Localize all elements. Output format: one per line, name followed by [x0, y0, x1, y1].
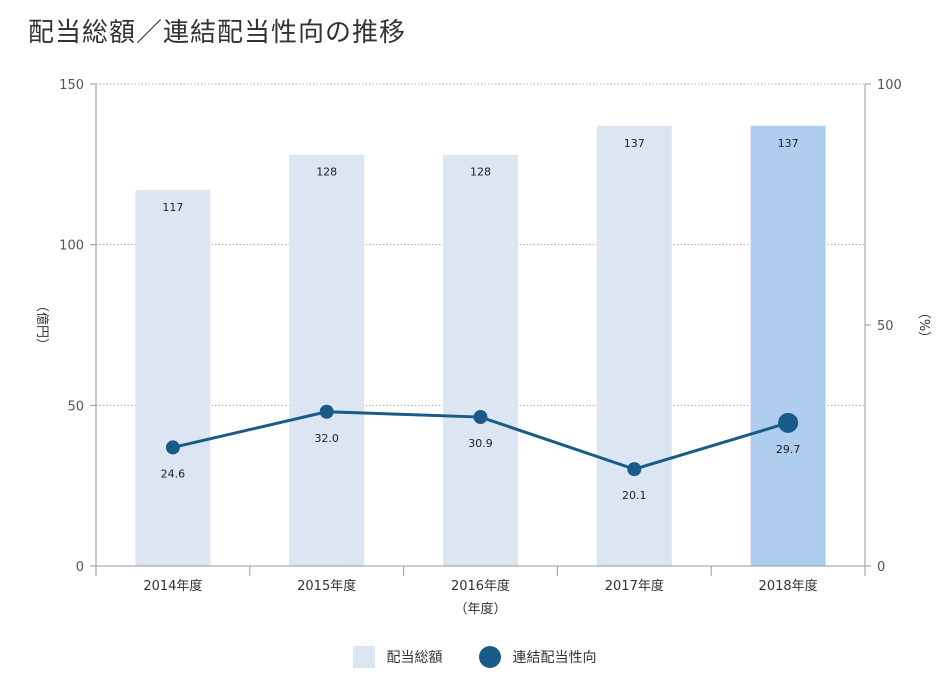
payout-value-label: 30.9: [468, 437, 493, 450]
bar-value-label: 128: [316, 166, 337, 179]
bar: [289, 154, 365, 566]
bar-series: [135, 125, 826, 567]
y-tick-label-right: 100: [877, 78, 902, 93]
legend-item-dividends: 配当総額: [352, 646, 443, 668]
y-tick-label-left: 100: [59, 239, 84, 254]
bar-value-label: 128: [470, 166, 491, 179]
payout-value-label: 32.0: [314, 432, 339, 445]
axes: [90, 83, 871, 576]
bar: [443, 154, 518, 566]
payout-value-label: 29.7: [776, 443, 801, 456]
bar: [596, 125, 672, 567]
x-tick-label: 2018年度: [759, 578, 818, 594]
payout-point: [778, 412, 799, 433]
line-series: [165, 404, 799, 477]
x-tick-label: 2016年度: [451, 578, 510, 594]
bar: [135, 190, 211, 567]
payout-point: [319, 404, 334, 419]
bar: [750, 125, 826, 567]
gridlines: [96, 83, 865, 406]
legend-dot-swatch: [478, 646, 501, 668]
y-axis-label-left: （億円）: [34, 299, 50, 351]
payout-point: [165, 440, 180, 455]
y-axis-label-right: （%）: [916, 306, 931, 344]
bar-value-label: 137: [778, 137, 799, 150]
payout-point: [627, 462, 642, 477]
legend-bar-swatch: [352, 646, 375, 668]
x-tick-label: 2015年度: [297, 578, 356, 594]
y-tick-label-left: 50: [67, 399, 84, 414]
y-tick-label-left: 150: [59, 78, 84, 93]
y-tick-label-right: 50: [877, 319, 894, 334]
x-axis-label: （年度）: [454, 601, 506, 617]
legend-label-payout: 連結配当性向: [512, 650, 597, 666]
legend: 配当総額 連結配当性向: [0, 646, 949, 668]
payout-value-label: 20.1: [622, 489, 647, 502]
x-tick-label: 2017年度: [605, 578, 664, 594]
payout-point: [473, 410, 488, 425]
y-tick-label-right: 0: [877, 560, 885, 575]
chart-title: 配当総額／連結配当性向の推移: [28, 18, 407, 48]
bar-value-label: 117: [162, 201, 183, 214]
legend-label-dividends: 配当総額: [386, 650, 443, 666]
y-tick-label-left: 0: [76, 560, 84, 575]
labels: 117 128 128 137 137 0 50 100 150 0 50 100 2014年度 2015…: [34, 78, 931, 617]
legend-item-payout: 連結配当性向: [478, 646, 597, 668]
x-tick-label: 2014年度: [143, 578, 202, 594]
bar-value-label: 137: [624, 137, 645, 150]
payout-value-label: 24.6: [161, 467, 186, 480]
